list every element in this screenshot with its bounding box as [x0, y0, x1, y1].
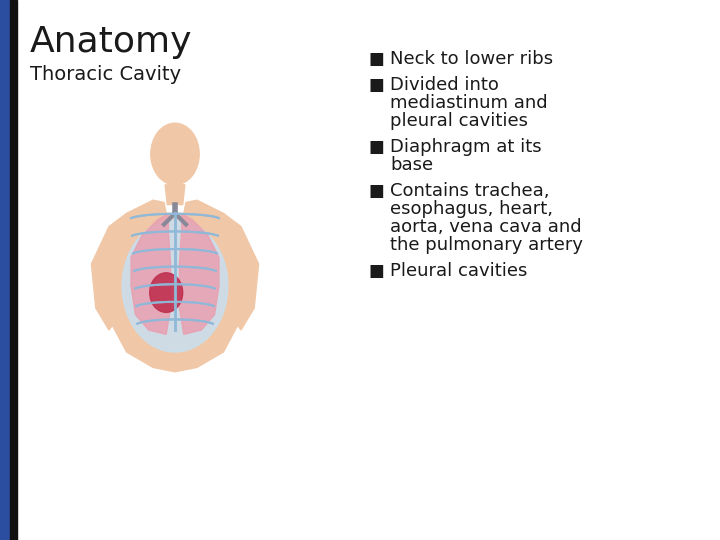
- Polygon shape: [165, 185, 185, 205]
- Text: ■: ■: [368, 138, 384, 156]
- Ellipse shape: [122, 220, 228, 352]
- Text: the pulmonary artery: the pulmonary artery: [390, 236, 583, 254]
- Text: Pleural cavities: Pleural cavities: [390, 262, 527, 280]
- Text: mediastinum and: mediastinum and: [390, 94, 548, 112]
- Ellipse shape: [150, 123, 199, 185]
- Bar: [10, 0, 17, 540]
- Text: pleural cavities: pleural cavities: [390, 112, 528, 130]
- Polygon shape: [131, 213, 171, 334]
- Text: Contains trachea,: Contains trachea,: [390, 182, 549, 200]
- Text: Thoracic Cavity: Thoracic Cavity: [30, 65, 181, 84]
- Bar: [0, 0, 10, 540]
- Text: base: base: [390, 156, 433, 174]
- Text: Diaphragm at its: Diaphragm at its: [390, 138, 541, 156]
- Text: ■: ■: [368, 50, 384, 68]
- Text: aorta, vena cava and: aorta, vena cava and: [390, 218, 582, 236]
- Text: Neck to lower ribs: Neck to lower ribs: [390, 50, 553, 68]
- Text: Anatomy: Anatomy: [30, 25, 192, 59]
- Polygon shape: [179, 213, 219, 334]
- Text: ■: ■: [368, 76, 384, 94]
- Polygon shape: [223, 213, 258, 330]
- Text: ■: ■: [368, 182, 384, 200]
- Text: ■: ■: [368, 262, 384, 280]
- Polygon shape: [91, 213, 127, 330]
- Ellipse shape: [150, 273, 183, 313]
- Text: esophagus, heart,: esophagus, heart,: [390, 200, 553, 218]
- Text: Divided into: Divided into: [390, 76, 499, 94]
- Polygon shape: [100, 200, 250, 372]
